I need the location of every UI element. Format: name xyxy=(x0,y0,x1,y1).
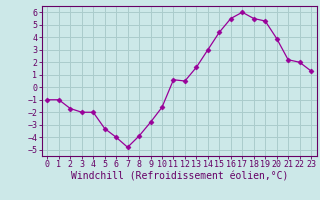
X-axis label: Windchill (Refroidissement éolien,°C): Windchill (Refroidissement éolien,°C) xyxy=(70,172,288,182)
